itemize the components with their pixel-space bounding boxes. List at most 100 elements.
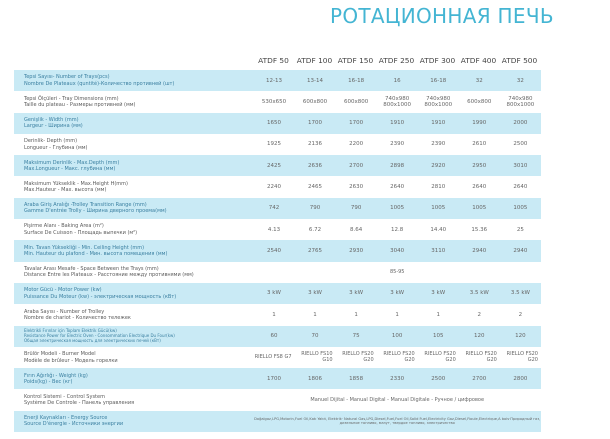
row-value: 1910 [431,120,446,127]
row-value: RIELLO FS20 G20 [506,351,538,363]
row-label-line: Motor Gücü - Motor Power (kw) [24,287,102,294]
spec-table: Tepsi Sayısı- Number of Trays(pcs) Nombre… [14,70,541,433]
row-value: 2765 [308,247,323,254]
row-value: 4.13 [267,226,281,233]
row-value: 120 [474,333,485,340]
table-row: Araba Sayısı - Number of Trolley Nombre d… [14,304,541,325]
row-label-line: Resistance Power for Electric Oven - Con… [24,332,175,338]
table-row: Fırın Ağırlığı - Weight (kg) Poids(kg) - … [14,368,541,390]
row-label: Brülör Modeli - Burner Model Modèle de br… [14,347,253,368]
table-row: Elektrikli Fırınlar için Toplam Elektrik… [14,325,541,347]
model-header: ATDF 250 [378,56,415,65]
row-label-line: Taille du plateau - Размеры противней (м… [24,101,136,108]
row-value: 3 kW [431,290,446,297]
row-value: 3010 [513,162,528,169]
model-header: ATDF 400 [460,56,497,65]
table-row: Tepsi Sayısı- Number of Trays(pcs) Nombre… [14,70,541,92]
row-label-line: Min. Tavan Yüksekliği - Min. Ceiling Hei… [24,244,145,251]
row-value: 3.5 kW [469,290,489,297]
row-label-line: Общая электрическая мощность для электри… [24,337,161,343]
row-value: 1005 [513,205,528,212]
table-row: Pişirme Alanı - Baking Area (m²) Surface … [14,219,541,240]
row-label-line: Max.Longueur - Макс. глубина (мм) [24,165,116,172]
row-value: 2950 [472,162,487,169]
row-value: 32 [516,77,524,84]
table-row: Kontrol Sistemi - Control System Système … [14,389,541,410]
model-header: ATDF 300 [419,56,456,65]
row-label: Maksimum Yükseklik - Max.Height H(mm) Max… [14,176,253,197]
table-row: Araba Giriş Aralığı -Trolley Transition … [14,197,541,220]
row-value: 2500 [431,375,446,382]
row-value: 2330 [390,375,405,382]
row-label: Kontrol Sistemi - Control System Système … [14,389,253,410]
row-value: 2 [477,311,482,318]
row-value: 2540 [266,247,281,254]
row-value: 12.8 [391,226,404,233]
row-value: 105 [432,333,444,340]
row-label: Araba Sayısı - Number of Trolley Nombre d… [14,304,253,325]
table-row: Genişlik - Width (mm) Largeur - Ширина (м… [14,112,541,134]
row-value: 2700 [349,162,364,169]
row-value: 2940 [513,247,528,254]
row-label: Enerji Kaynakları - Energy Source Source … [14,411,253,432]
row-value: 3 kW [267,290,281,297]
table-row: Brülör Modeli - Burner Model Modèle de br… [14,347,541,368]
row-label: Tepsi Ölçüleri - Tray Dimensions (mm) Tai… [14,91,253,112]
row-label: Araba Giriş Aralığı -Trolley Transition … [14,198,253,219]
row-value: 16-18 [348,77,365,84]
row-value: 120 [515,333,526,340]
row-label-line: Enerji Kaynakları - Energy Source [24,415,108,422]
table-row: Tepsi Ölçüleri - Tray Dimensions (mm) Tai… [14,91,541,112]
row-value: 3.5 kW [510,290,530,297]
row-value: 3040 [390,247,405,254]
row-value: 1 [395,311,399,318]
row-label: Maksimum Derinlik - Max.Depth (mm) Max.Lo… [14,155,253,176]
model-header: ATDF 100 [296,56,333,65]
row-label-line: Système De Controle - Панель управления [24,400,135,407]
row-value: RIELLO FS10 G10 [301,351,333,363]
row-label-line: Surface De Cuisson - Площадь выпечки (м²… [24,229,138,236]
row-value: 2940 [472,247,487,254]
row-value: 2610 [472,141,487,148]
row-value: 2 [518,311,523,318]
row-label: Tavalar Arası Mesafe - Space Between the… [14,262,253,283]
row-value: 3 kW [349,290,364,297]
row-value: 1700 [308,120,323,127]
row-value: 1910 [390,120,405,127]
row-value: 2800 [513,375,528,382]
page-title: РОТАЦИОННАЯ ПЕЧЬ [330,4,554,28]
table-row: Maksimum Yükseklik - Max.Height H(mm) Max… [14,176,541,197]
row-value: 790 [350,205,362,212]
row-value: 2136 [308,141,323,148]
row-value: RIELLO FS20 G20 [383,351,415,363]
row-label-line: Distance Entre les Plateaux - Расстояние… [24,272,194,279]
model-header: ATDF 500 [501,56,538,65]
row-label: Derinlik- Depth (mm) Longueur - Глубина (… [14,134,253,155]
row-value: 2000 [513,120,528,127]
row-value: 1700 [349,120,364,127]
row-value: 13-14 [307,77,324,84]
row-value: Doğalgaz,LPG,Motorin,Fuel Oil,Katı Yakıt… [254,416,541,426]
row-label: Tepsi Sayısı- Number of Trays(pcs) Nombre… [14,70,253,91]
row-value: 16 [393,77,401,84]
row-value: 6.72 [308,226,322,233]
row-value: 2920 [431,162,446,169]
row-label-line: Modèle de brûleur - Модель горелки [24,357,118,364]
row-value: 75 [352,333,360,340]
row-value: 100 [391,333,403,340]
row-value: 2640 [472,183,487,190]
row-value: Manuel Dijital - Manual Digital - Manual… [310,396,485,403]
row-label: Fırın Ağırlığı - Weight (kg) Poids(kg) - … [14,368,253,389]
row-label: Genişlik - Width (mm) Largeur - Ширина (м… [14,113,253,134]
row-value: 1806 [308,375,323,382]
row-label-line: Largeur - Ширина (мм) [24,123,83,130]
row-value: RIELLO FS20 G20 [424,351,456,363]
row-value: 60 [270,333,278,340]
row-value: 1005 [472,205,487,212]
row-label-line: Maksimum Derinlik - Max.Depth (mm) [24,159,120,166]
table-row: Maksimum Derinlik - Max.Depth (mm) Max.Lo… [14,155,541,177]
row-value: 1 [272,311,276,318]
row-value: 2390 [390,141,405,148]
model-header: ATDF 150 [337,56,374,65]
row-label-line: Elektrikli Fırınlar için Toplam Elektrik… [24,328,117,334]
